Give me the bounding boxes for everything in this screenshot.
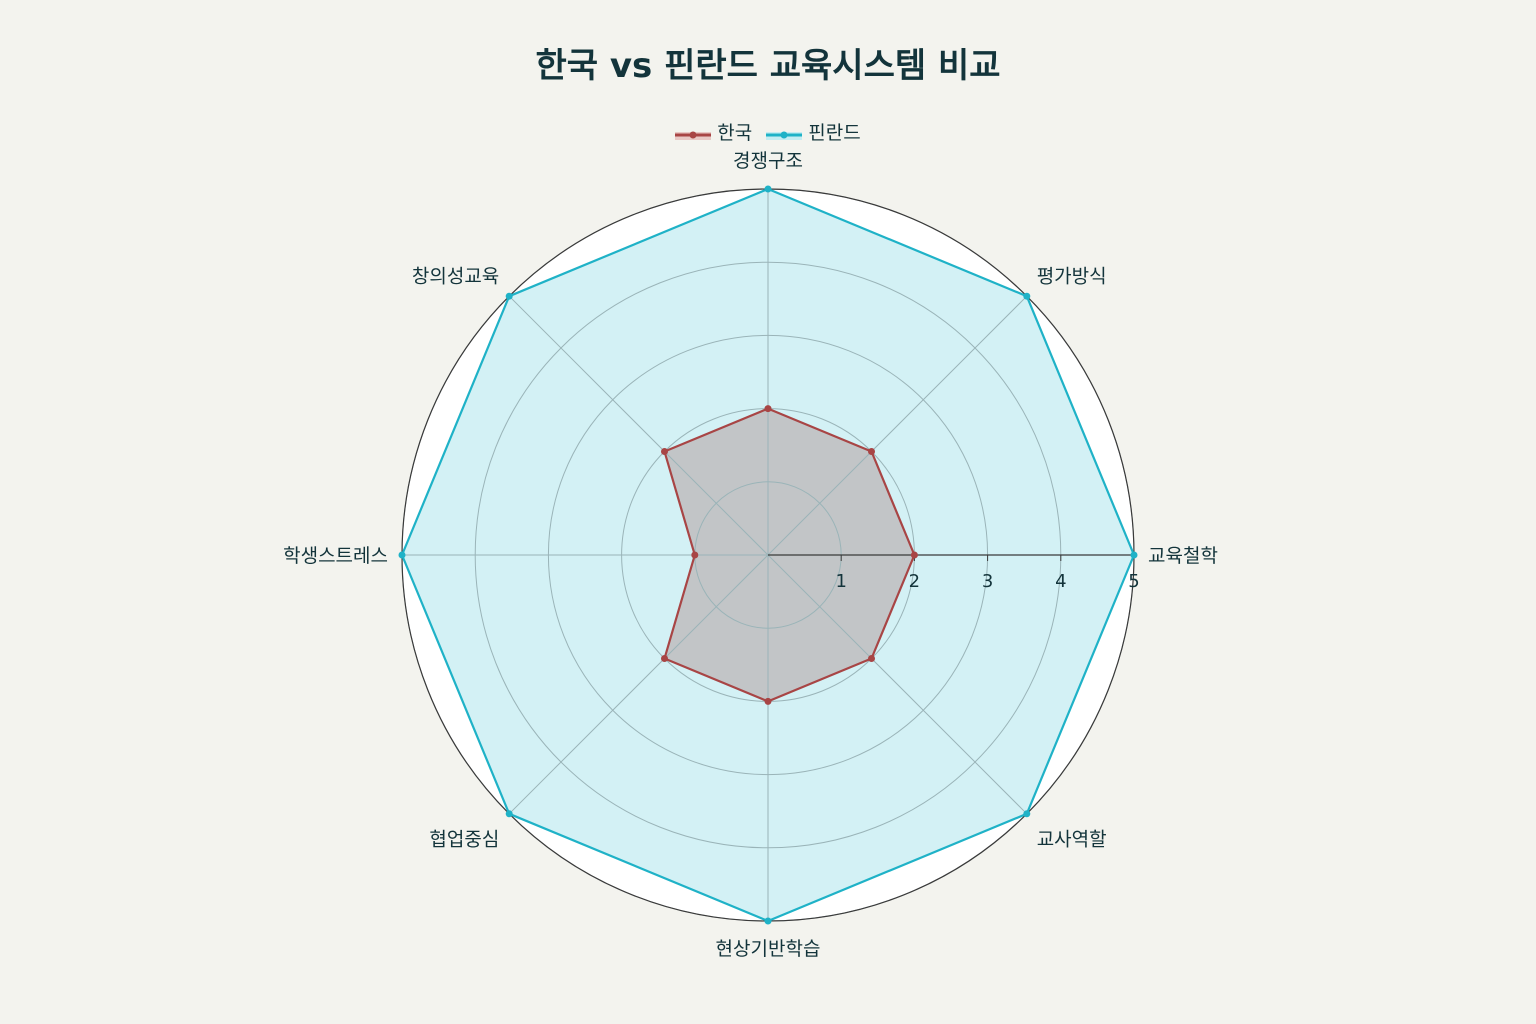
category-label-6: 현상기반학습 [716, 938, 821, 960]
series-1-point-6[interactable] [764, 917, 772, 925]
legend-item-korea[interactable]: 한국 [675, 118, 752, 145]
radial-tick-label-1: 1 [835, 571, 846, 592]
series-0-point-4[interactable] [691, 551, 699, 559]
spoke-5 [508, 554, 769, 815]
series-1-point-7[interactable] [1023, 810, 1031, 818]
legend-label-finland: 핀란드 [808, 122, 861, 144]
spoke-3 [508, 295, 769, 556]
category-label-4: 학생스트레스 [283, 545, 388, 567]
category-label-2: 경쟁구조 [733, 150, 803, 172]
radial-tick-label-3: 3 [982, 571, 993, 592]
series-1-point-2[interactable] [764, 185, 772, 193]
legend-item-finland[interactable]: 핀란드 [766, 118, 861, 145]
series-0-point-5[interactable] [661, 655, 668, 662]
series-0-point-0[interactable] [910, 551, 918, 559]
series-1-point-0[interactable] [1130, 551, 1138, 559]
series-1-point-1[interactable] [1023, 292, 1031, 300]
radial-tick-label-5: 5 [1128, 571, 1139, 592]
category-label-5: 협업중심 [429, 829, 499, 851]
series-1-point-4[interactable] [398, 551, 406, 559]
radial-tick-label-2: 2 [909, 571, 920, 592]
category-label-1: 평가방식 [1037, 265, 1107, 287]
series-1-point-3[interactable] [505, 292, 513, 300]
category-label-0: 교육철학 [1148, 545, 1218, 567]
category-label-7: 교사역할 [1037, 829, 1107, 851]
radial-tick-label-4: 4 [1055, 571, 1066, 592]
series-0-point-6[interactable] [764, 697, 772, 705]
legend: 한국 핀란드 [0, 118, 1536, 145]
series-0-point-2[interactable] [764, 405, 772, 413]
series-0-point-7[interactable] [868, 655, 875, 662]
legend-swatch-korea [675, 125, 712, 140]
chart-title: 한국 vs 핀란드 교육시스템 비교 [535, 46, 1001, 86]
series-0-point-1[interactable] [868, 448, 875, 455]
legend-swatch-finland [766, 125, 803, 140]
series-0-point-3[interactable] [661, 448, 668, 455]
spoke-1 [767, 295, 1028, 556]
spoke-7 [767, 554, 1028, 815]
legend-label-korea: 한국 [717, 122, 753, 144]
series-1-point-5[interactable] [505, 810, 513, 818]
category-label-3: 창의성교육 [412, 265, 499, 287]
